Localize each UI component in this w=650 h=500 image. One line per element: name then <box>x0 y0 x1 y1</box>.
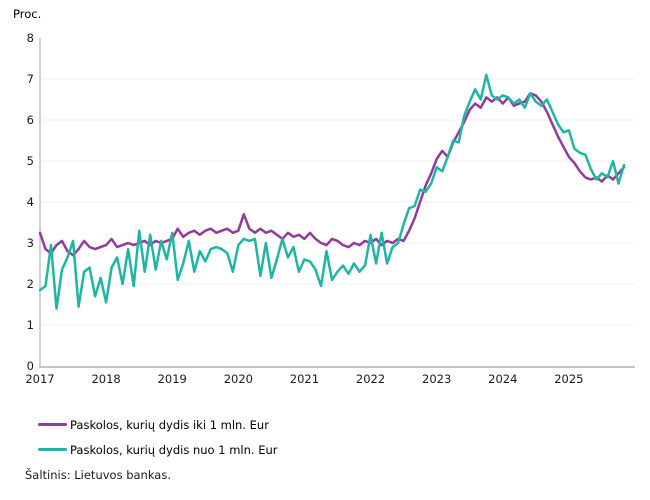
line-chart-plot-area <box>38 38 635 368</box>
legend-line-swatch-teal <box>38 447 67 452</box>
series-line-1 <box>38 73 626 310</box>
x-tick-label-2021: 2021 <box>289 372 320 386</box>
y-tick-label-4: 4 <box>26 195 34 209</box>
y-tick-label-0: 0 <box>26 359 34 373</box>
y-tick-label-3: 3 <box>26 236 34 250</box>
y-tick-label-6: 6 <box>26 113 34 127</box>
x-tick-label-2024: 2024 <box>488 372 518 386</box>
x-tick-label-2017: 2017 <box>25 372 55 386</box>
y-axis-unit-label: Proc. <box>13 7 42 21</box>
x-tick-label-2022: 2022 <box>355 372 386 386</box>
legend-line-swatch-purple <box>38 422 67 427</box>
legend-item-loans-up-to-1mln: Paskolos, kurių dydis iki 1 mln. Eur <box>38 412 278 437</box>
x-tick-label-2025: 2025 <box>554 372 584 386</box>
y-tick-label-8: 8 <box>26 31 34 45</box>
y-tick-label-1: 1 <box>26 318 34 332</box>
y-tick-label-2: 2 <box>26 277 34 291</box>
x-tick-label-2020: 2020 <box>223 372 253 386</box>
chart-legend: Paskolos, kurių dydis iki 1 mln. Eur Pas… <box>38 412 278 462</box>
x-tick-label-2019: 2019 <box>157 372 187 386</box>
legend-label: Paskolos, kurių dydis nuo 1 mln. Eur <box>70 442 278 457</box>
x-tick-label-2018: 2018 <box>91 372 121 386</box>
x-tick-label-2023: 2023 <box>422 372 452 386</box>
legend-item-loans-from-1mln: Paskolos, kurių dydis nuo 1 mln. Eur <box>38 437 278 462</box>
y-tick-label-7: 7 <box>26 72 34 86</box>
series-line-0 <box>38 92 626 257</box>
legend-label: Paskolos, kurių dydis iki 1 mln. Eur <box>70 417 269 432</box>
y-tick-label-5: 5 <box>26 154 34 168</box>
source-note: Šaltinis: Lietuvos bankas. <box>25 468 172 482</box>
